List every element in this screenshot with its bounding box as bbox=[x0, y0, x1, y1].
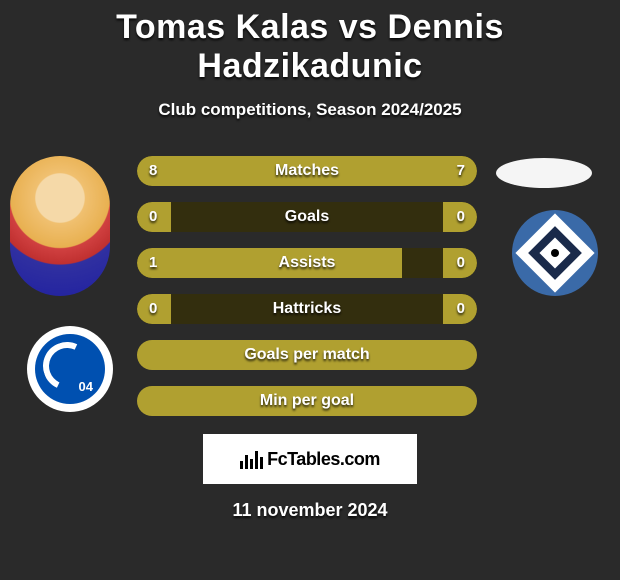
stat-bar: 00Goals bbox=[137, 202, 477, 232]
player2-club-badge bbox=[512, 210, 598, 296]
stat-label: Assists bbox=[137, 248, 477, 278]
subtitle: Club competitions, Season 2024/2025 bbox=[0, 100, 620, 120]
stat-bar-full: Goals per match bbox=[137, 340, 477, 370]
stat-label: Min per goal bbox=[137, 386, 477, 416]
stat-bar-full: Min per goal bbox=[137, 386, 477, 416]
comparison-panel: 04 87Matches 00Goals 10Assists 00Hattricks G… bbox=[0, 148, 620, 428]
fctables-logo-icon bbox=[240, 449, 263, 469]
date-label: 11 november 2024 bbox=[0, 500, 620, 521]
stat-label: Matches bbox=[137, 156, 477, 186]
club1-badge-text: 04 bbox=[79, 379, 93, 394]
branding-badge: FcTables.com bbox=[203, 434, 417, 484]
stat-label: Goals per match bbox=[137, 340, 477, 370]
player1-photo bbox=[10, 156, 110, 296]
stat-bar: 00Hattricks bbox=[137, 294, 477, 324]
branding-text: FcTables.com bbox=[267, 449, 380, 470]
stat-bars: 87Matches 00Goals 10Assists 00Hattricks Goal… bbox=[137, 156, 477, 432]
player1-club-badge: 04 bbox=[27, 326, 113, 412]
stat-label: Goals bbox=[137, 202, 477, 232]
stat-label: Hattricks bbox=[137, 294, 477, 324]
player2-photo-placeholder bbox=[496, 158, 592, 188]
stat-bar: 87Matches bbox=[137, 156, 477, 186]
stat-bar: 10Assists bbox=[137, 248, 477, 278]
page-title: Tomas Kalas vs Dennis Hadzikadunic bbox=[0, 0, 620, 86]
